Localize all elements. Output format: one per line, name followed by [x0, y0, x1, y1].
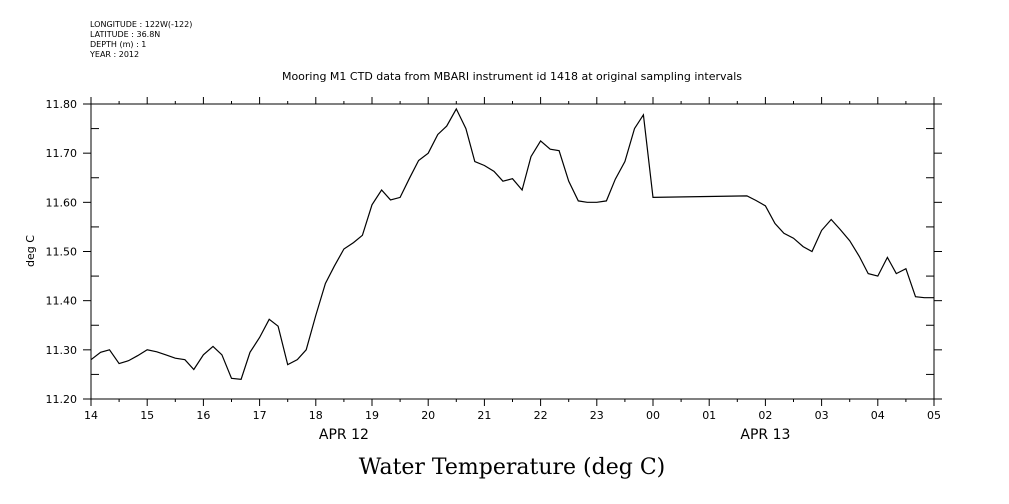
y-axis-label: deg C [24, 235, 37, 267]
ticks-layer [83, 97, 942, 406]
x-tick-label: 15 [140, 409, 154, 422]
meta-latitude: LATITUDE : 36.8N [90, 30, 161, 39]
x-tick-label: 00 [646, 409, 660, 422]
x-axis-label: Water Temperature (deg C) [359, 455, 666, 480]
y-tick-label: 11.40 [46, 295, 78, 308]
series-line [90, 107, 934, 380]
date-label: APR 13 [740, 427, 790, 443]
y-tick-label: 11.20 [46, 393, 78, 406]
metadata-block: LONGITUDE : 122W(-122) LATITUDE : 36.8N … [90, 20, 192, 60]
x-tick-label: 22 [534, 409, 548, 422]
chart-title: Mooring M1 CTD data from MBARI instrumen… [282, 70, 742, 83]
meta-year: YEAR : 2012 [90, 50, 140, 59]
x-tick-label: 04 [871, 409, 885, 422]
series-layer [90, 107, 934, 380]
x-tick-label: 21 [477, 409, 491, 422]
y-tick-label: 11.50 [46, 246, 78, 259]
x-tick-label: 01 [702, 409, 716, 422]
y-tick-label: 11.60 [46, 196, 78, 209]
meta-depth: DEPTH (m) : 1 [90, 40, 147, 49]
x-tick-label: 17 [253, 409, 267, 422]
x-tick-label: 20 [421, 409, 435, 422]
x-tick-label: 14 [84, 409, 98, 422]
x-tick-label: 02 [758, 409, 772, 422]
y-tick-label: 11.30 [46, 344, 78, 357]
x-tick-label: 03 [815, 409, 829, 422]
y-tick-label: 11.70 [46, 147, 78, 160]
x-tick-label: 18 [309, 409, 323, 422]
y-tick-label: 11.80 [46, 98, 78, 111]
meta-longitude: LONGITUDE : 122W(-122) [90, 20, 193, 29]
labels-layer: 14 15 16 17 18 19 20 21 22 23 00 01 02 03 04 05 11.20 11.… [46, 98, 942, 443]
x-tick-label: 16 [196, 409, 210, 422]
date-label: APR 12 [319, 427, 369, 443]
x-tick-label: 19 [365, 409, 379, 422]
x-tick-label: 05 [927, 409, 941, 422]
x-tick-label: 23 [590, 409, 604, 422]
plot-frame [90, 103, 935, 400]
